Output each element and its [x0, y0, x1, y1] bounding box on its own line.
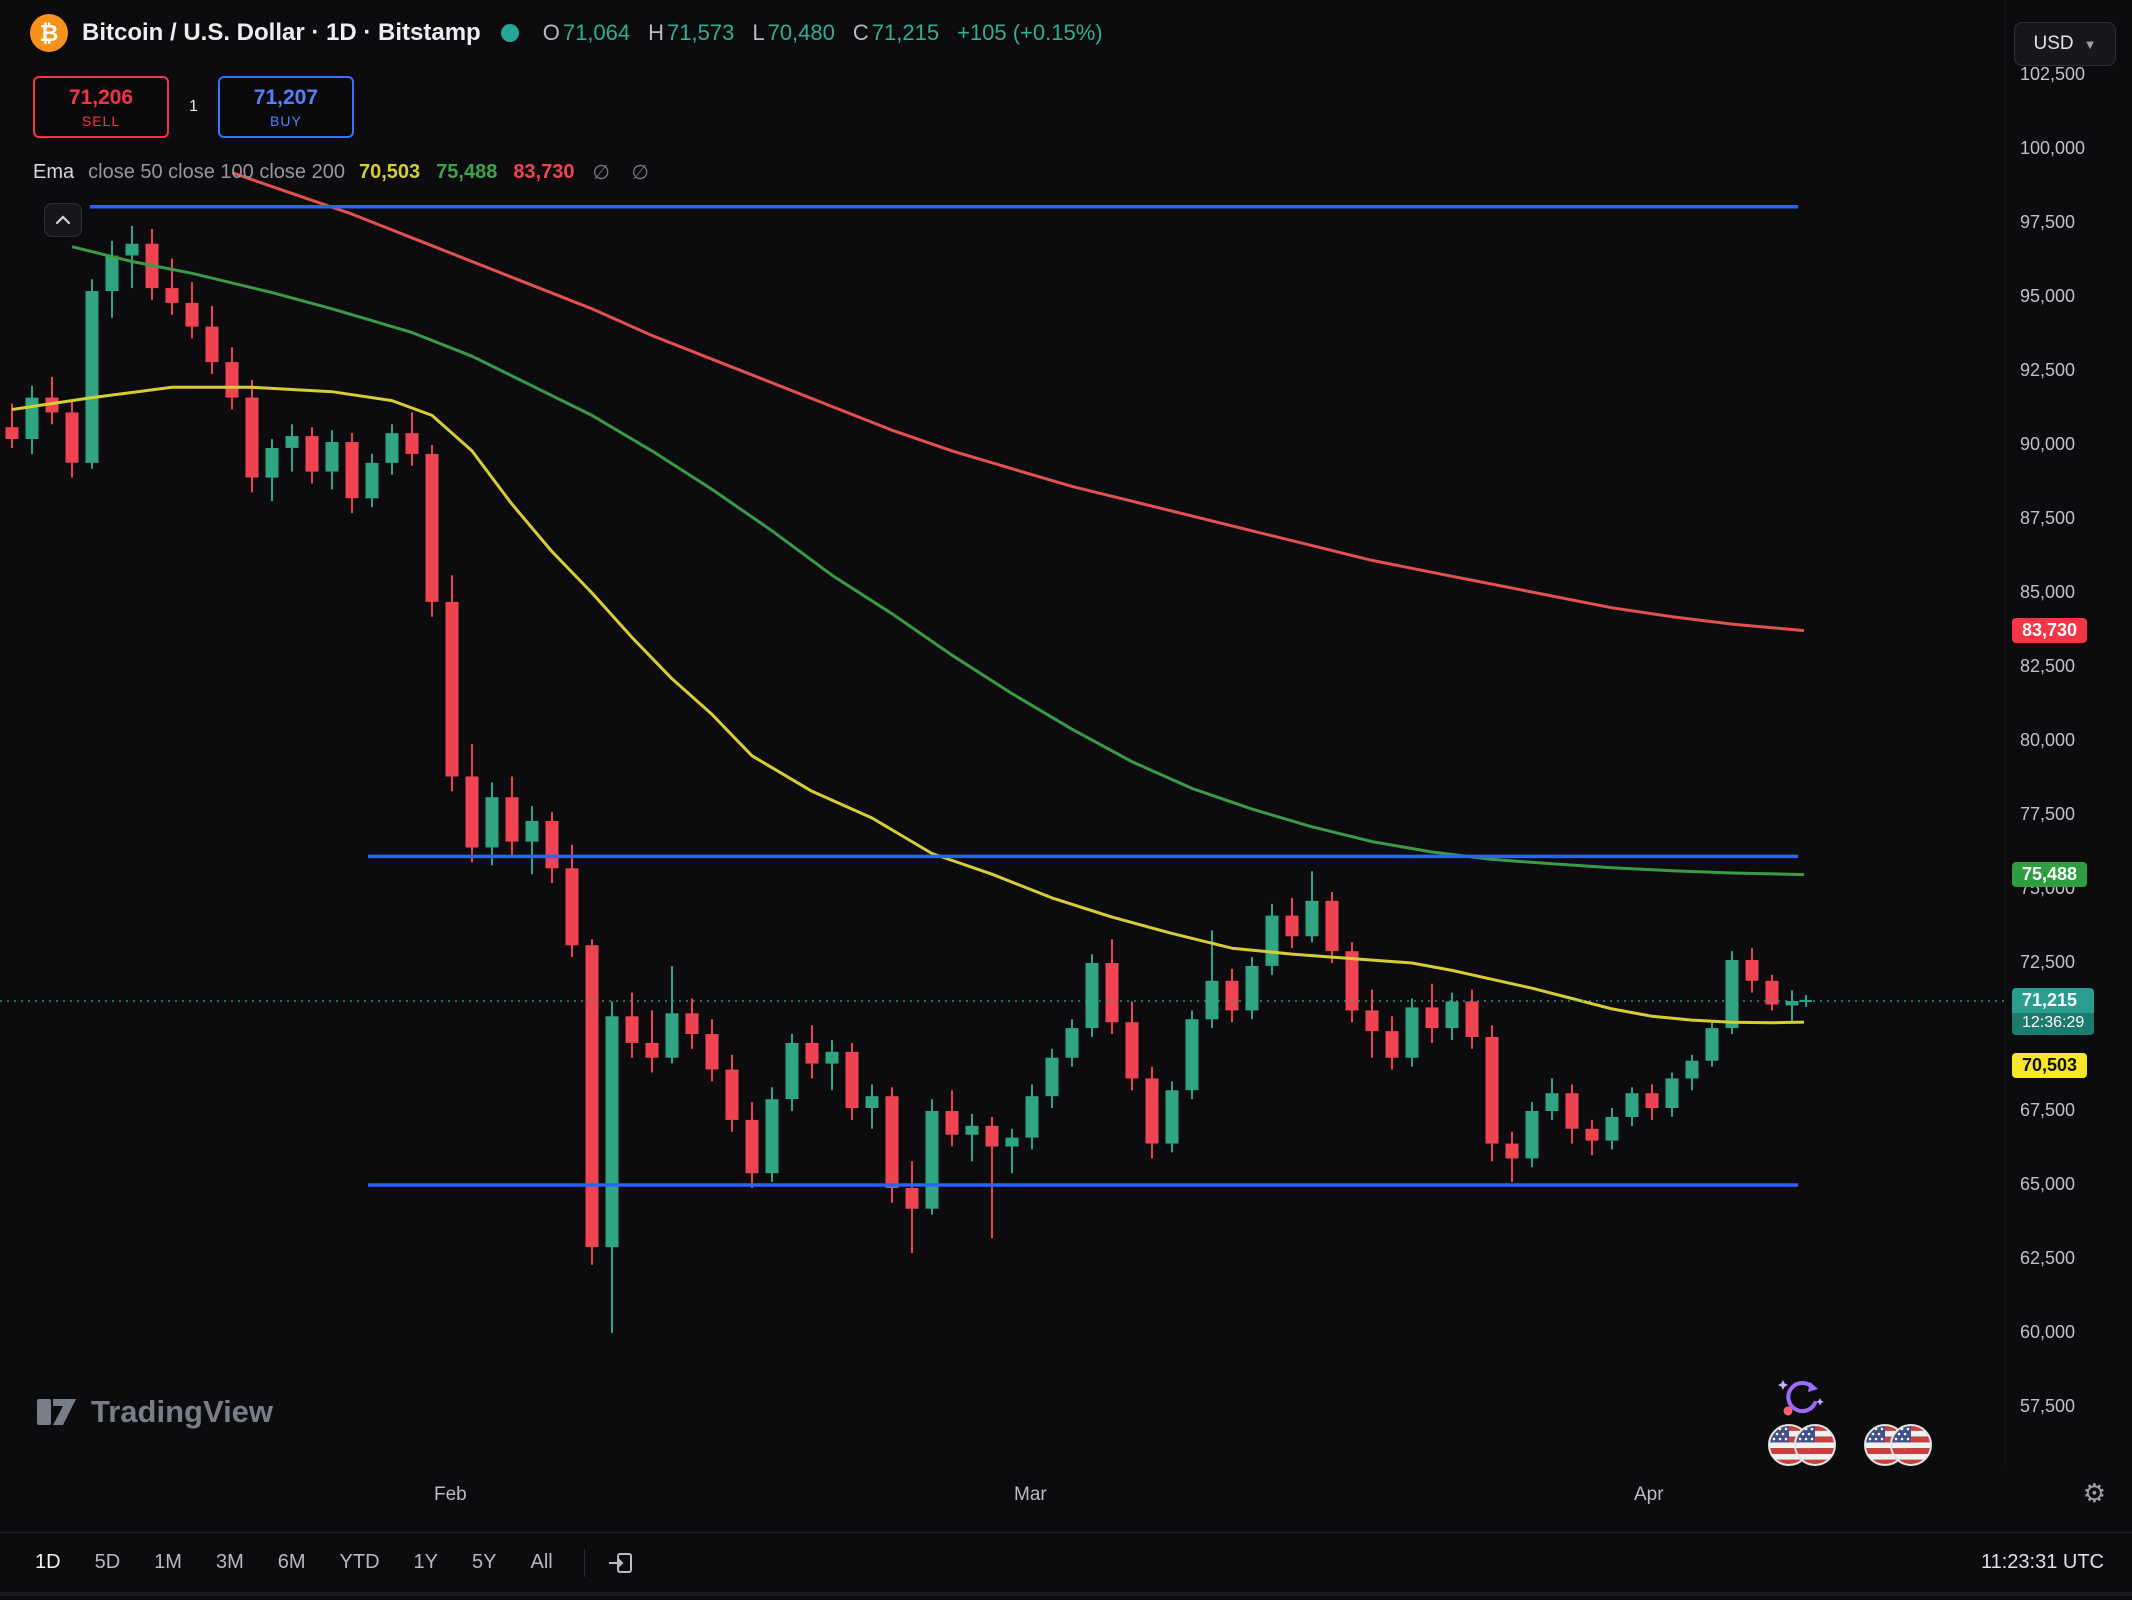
source-muted-icons[interactable]: ∅ ∅ — [592, 162, 657, 184]
range-3m[interactable]: 3M — [203, 1545, 257, 1580]
range-1y[interactable]: 1Y — [401, 1545, 451, 1580]
close-label: C — [852, 20, 869, 45]
price-tick: 95,000 — [2020, 286, 2076, 306]
spread-value: 1 — [189, 98, 198, 115]
indicator-legend: Ema close 50 close 100 close 200 70,503 7… — [33, 160, 657, 185]
ema-value: 83,730 — [513, 161, 575, 183]
ema-100-label: 75,488 — [2012, 861, 2088, 887]
currency-value: USD — [2033, 33, 2074, 54]
price-tick: 57,500 — [2020, 1396, 2076, 1416]
buy-button[interactable]: 71,207 BUY — [217, 76, 354, 138]
chart-canvas[interactable] — [0, 0, 2005, 1468]
usd-flag-pair-icons[interactable] — [1768, 1422, 1936, 1468]
clock-utc[interactable]: 11:23:31 UTC — [1980, 1551, 2104, 1573]
close-value: 71,215 — [871, 20, 940, 45]
price-tick: 87,500 — [2020, 508, 2076, 528]
range-all[interactable]: All — [517, 1545, 565, 1580]
price-tick: 65,000 — [2020, 1174, 2076, 1194]
price-tick: 102,500 — [2020, 64, 2086, 84]
change-value: +105 (+0.15%) — [957, 20, 1103, 45]
time-label-mar: Mar — [1014, 1484, 1047, 1505]
price-tick: 67,500 — [2020, 1100, 2076, 1120]
high-label: H — [648, 20, 665, 45]
ema-value: 70,503 — [358, 161, 421, 183]
go-to-date-button[interactable] — [603, 1546, 639, 1580]
price-tick: 90,000 — [2020, 434, 2076, 454]
range-buttons: 1D 5D 1M 3M 6M YTD 1Y 5Y All — [22, 1545, 566, 1580]
gear-icon[interactable]: ⚙ — [2082, 1478, 2106, 1508]
candles — [5, 226, 1799, 1333]
range-6m[interactable]: 6M — [265, 1545, 319, 1580]
price-tick: 80,000 — [2020, 730, 2076, 750]
price-tick: 60,000 — [2020, 1322, 2076, 1342]
tradingview-logo-icon — [37, 1399, 76, 1425]
buy-price: 71,207 — [253, 85, 319, 109]
range-5y[interactable]: 5Y — [459, 1545, 509, 1580]
level-lines[interactable] — [90, 204, 1798, 1187]
ema-200-label: 83,730 — [2012, 617, 2088, 643]
ai-refresh-sparkle-icon[interactable] — [1776, 1376, 1824, 1420]
open-label: O — [542, 20, 560, 45]
indicator-name[interactable]: Ema — [33, 161, 75, 183]
bottom-toolbar: 1D 5D 1M 3M 6M YTD 1Y 5Y All 11:23:31 UTC — [0, 1532, 2132, 1596]
low-value: 70,480 — [767, 20, 835, 45]
chevron-down-icon: ▼ — [2083, 36, 2097, 52]
bitcoin-icon: ₿ — [30, 14, 68, 52]
buy-label: BUY — [270, 112, 302, 129]
market-status-icon — [500, 24, 519, 42]
indicator-values: 70,503 75,488 83,730 — [359, 161, 575, 184]
currency-dropdown[interactable]: USD ▼ — [2014, 22, 2116, 66]
ema-50-label: 70,503 — [2012, 1053, 2088, 1078]
chevron-up-icon — [55, 215, 71, 225]
symbol-header: ₿ Bitcoin / U.S. Dollar · 1D · Bitstamp … — [30, 14, 1103, 52]
price-tick: 92,500 — [2020, 360, 2076, 380]
price-tick: 85,000 — [2020, 582, 2076, 602]
time-axis[interactable]: ⚙ Feb Mar Apr — [0, 1468, 2132, 1532]
trade-panel: 71,206 SELL 1 71,207 BUY — [33, 76, 354, 138]
low-label: L — [752, 20, 765, 45]
price-tick: 77,500 — [2020, 804, 2076, 824]
range-ytd[interactable]: YTD — [327, 1545, 393, 1580]
sell-label: SELL — [81, 112, 121, 129]
watermark-label: TradingView — [91, 1394, 274, 1429]
ohlc-values: O 71,064 H 71,573 L 70,480 C 71,215 +105 (+0… — [543, 20, 1103, 46]
tradingview-watermark: TradingView — [36, 1392, 273, 1432]
range-5d[interactable]: 5D — [82, 1545, 134, 1580]
price-tick: 82,500 — [2020, 656, 2076, 676]
range-1m[interactable]: 1M — [141, 1545, 195, 1580]
open-value: 71,064 — [562, 20, 631, 45]
high-value: 71,573 — [667, 20, 735, 45]
time-label-feb: Feb — [434, 1484, 467, 1505]
collapse-panel-button[interactable] — [44, 203, 82, 237]
price-tick: 97,500 — [2020, 212, 2076, 232]
symbol-title[interactable]: Bitcoin / U.S. Dollar · 1D · Bitstamp — [82, 19, 481, 46]
price-axis[interactable]: 102,500 100,000 97,500 95,000 92,500 90,000 87… — [2005, 0, 2132, 1468]
price-tick: 100,000 — [2020, 138, 2086, 158]
go-to-date-icon — [608, 1552, 632, 1573]
price-tick: 72,500 — [2020, 952, 2076, 972]
range-1d[interactable]: 1D — [22, 1545, 74, 1580]
ema-value: 75,488 — [436, 161, 498, 183]
price-tick: 62,500 — [2020, 1248, 2076, 1268]
last-price-label: 71,215 12:36:29 — [2012, 988, 2095, 1036]
ema-lines — [11, 171, 1805, 1025]
toolbar-divider — [583, 1548, 585, 1577]
sell-price: 71,206 — [68, 85, 134, 109]
time-label-apr: Apr — [1634, 1484, 1664, 1505]
sell-button[interactable]: 71,206 SELL — [33, 76, 169, 138]
indicator-params: close 50 close 100 close 200 — [88, 161, 345, 183]
